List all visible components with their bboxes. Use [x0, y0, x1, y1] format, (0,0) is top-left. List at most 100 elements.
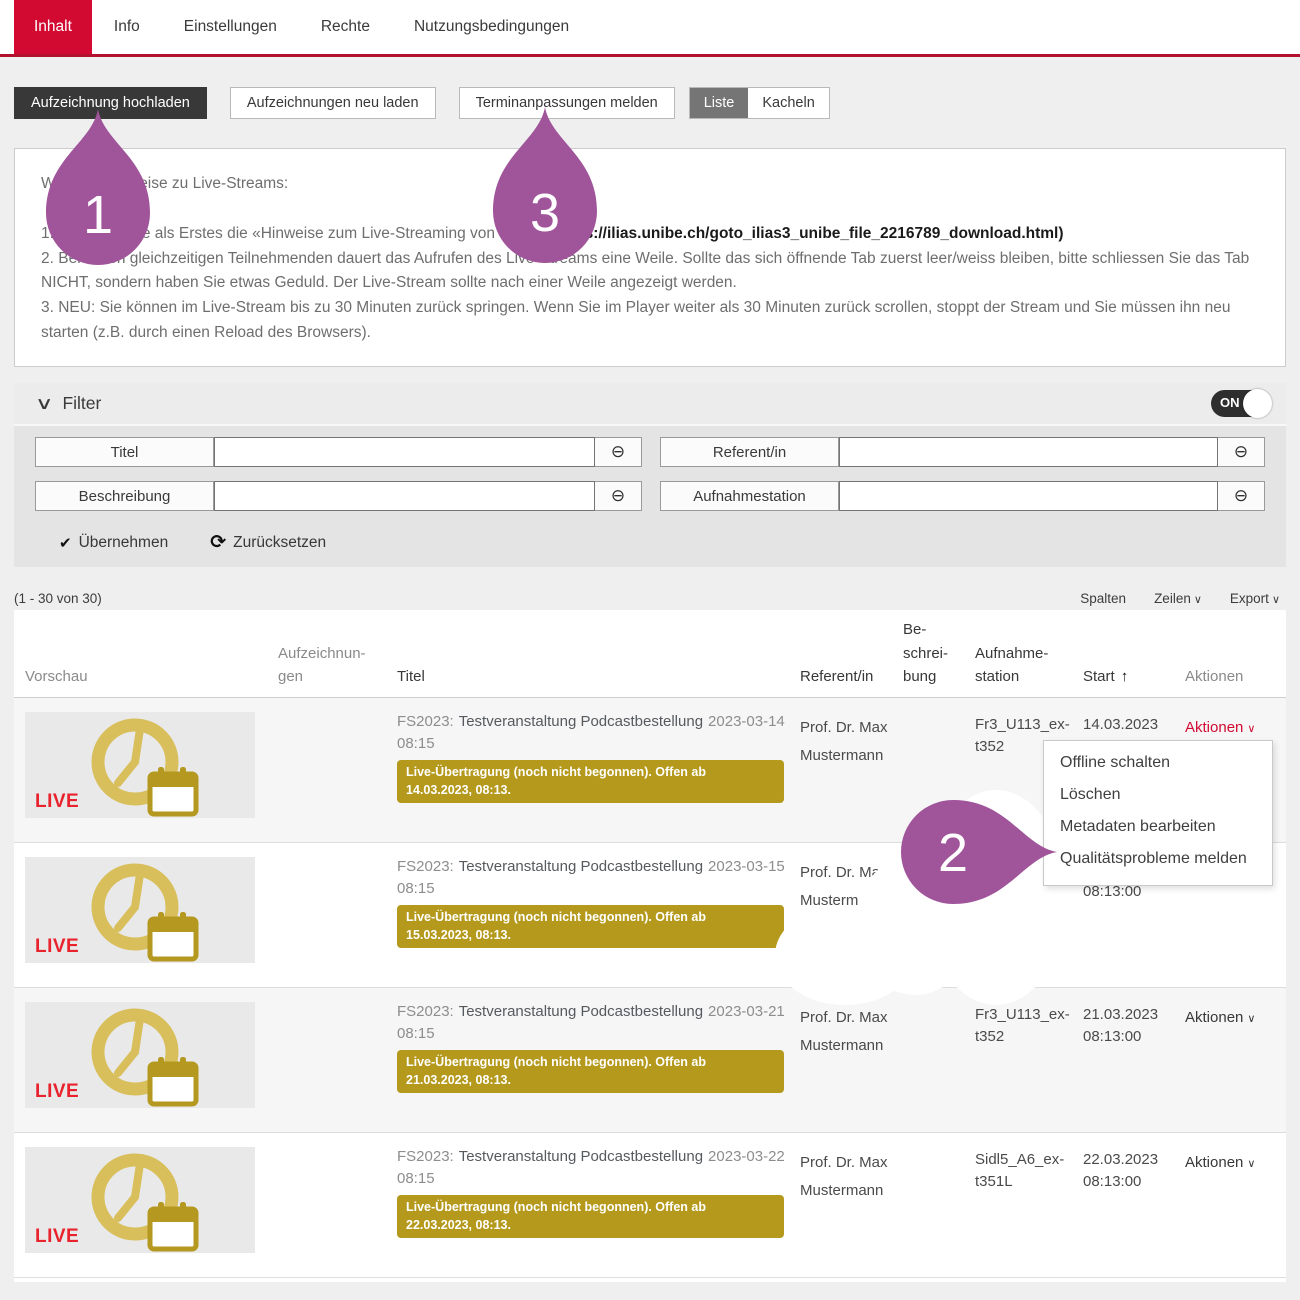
filter-title: Filter — [62, 393, 102, 413]
info-line-3: 3. NEU: Sie können im Live-Stream bis zu… — [41, 299, 1231, 341]
reload-recordings-button[interactable]: Aufzeichnungen neu laden — [229, 87, 436, 119]
filter-label-aufnahmestation: Aufnahmestation — [661, 482, 839, 510]
clock-calendar-icon — [91, 718, 199, 817]
recording-title: FS2023: Testveranstaltung Podcastbestellu… — [397, 1001, 789, 1093]
chevron-down-icon: ∨ — [1247, 1013, 1256, 1025]
tab-info[interactable]: Info — [113, 18, 140, 35]
remove-filter-icon[interactable]: ⊖ — [1233, 486, 1249, 505]
toggle-on-label: ON — [1220, 395, 1240, 410]
menu-item-offline-schalten[interactable]: Offline schalten — [1060, 754, 1170, 771]
menu-item-metadaten-bearbeiten[interactable]: Metadaten bearbeiten — [1060, 818, 1216, 835]
rows-menu[interactable]: Zeilen ∨ — [1154, 590, 1202, 606]
report-schedule-changes-button[interactable]: Terminanpassungen melden — [458, 87, 675, 119]
annotation-marker-2-number: 2 — [937, 823, 969, 883]
col-aufnahmestation[interactable]: Aufnahme- station — [975, 644, 1049, 685]
filter-input-beschreibung[interactable] — [214, 481, 595, 511]
columns-menu[interactable]: Spalten — [1080, 590, 1127, 606]
live-label: LIVE — [35, 1081, 80, 1102]
filter-row-titel: Titel ⊖ — [35, 437, 642, 467]
menu-item-qualitaetsprobleme-melden[interactable]: Qualitätsprobleme melden — [1060, 850, 1247, 867]
clock-calendar-icon — [91, 863, 199, 962]
remove-filter-icon[interactable]: ⊖ — [1233, 442, 1249, 461]
live-label: LIVE — [35, 1226, 80, 1247]
aktionen-dropdown[interactable]: Aktionen∨ — [1185, 719, 1256, 736]
view-list-button[interactable]: Liste — [689, 88, 749, 118]
filter-apply-button[interactable]: ✔ Übernehmen — [59, 533, 169, 552]
col-aktionen: Aktionen — [1185, 667, 1244, 685]
filter-label-beschreibung: Beschreibung — [36, 482, 214, 510]
annotation-marker-1-number: 1 — [82, 185, 114, 245]
filter-row-referent: Referent/in ⊖ — [660, 437, 1265, 467]
info-line-2: 2. Bei vielen gleichzeitigen Teilnehmend… — [41, 249, 1250, 292]
filter-label-titel: Titel — [36, 438, 214, 466]
menu-item-loeschen[interactable]: Löschen — [1060, 786, 1121, 803]
table-row: LIVE FS2023: Testveranstaltung Podcastbes… — [14, 1133, 1286, 1278]
chevron-down-icon: ∨ — [1271, 593, 1280, 606]
start-cell: 21.03.2023 08:13:00 — [1083, 1006, 1159, 1045]
result-range: (1 - 30 von 30) — [14, 590, 102, 606]
tab-bar: Inhalt Info Einstellungen Rechte Nutzung… — [0, 0, 1300, 57]
live-preview-thumbnail[interactable]: LIVE — [25, 857, 255, 963]
chevron-down-icon: ∨ — [1193, 593, 1202, 606]
aktionen-dropdown[interactable]: Aktionen∨ — [1185, 1009, 1256, 1026]
aktionen-dropdown[interactable]: Aktionen∨ — [1185, 1154, 1256, 1171]
tab-einstellungen[interactable]: Einstellungen — [183, 18, 277, 35]
livestream-status-badge: Live-Übertragung (noch nicht begonnen). … — [397, 759, 784, 803]
col-referent[interactable]: Referent/in — [800, 667, 874, 685]
live-label: LIVE — [35, 936, 80, 957]
table-header-row: Vorschau Aufzeichnun- gen Titel Referent… — [14, 610, 1286, 698]
view-tiles-button[interactable]: Kacheln — [762, 95, 815, 111]
col-titel[interactable]: Titel — [397, 667, 425, 685]
start-cell: 22.03.2023 08:13:00 — [1083, 1151, 1159, 1190]
filter-label-referent: Referent/in — [661, 438, 839, 466]
col-beschreibung[interactable]: Be- schrei- bung — [903, 621, 949, 685]
table-row: LIVE FS2023: Testveranstaltung Podcastbes… — [14, 988, 1286, 1133]
info-doc-link[interactable]: (https://ilias.unibe.ch/goto_ilias3_unib… — [550, 224, 1064, 242]
remove-filter-icon[interactable]: ⊖ — [610, 442, 626, 461]
recording-title: FS2023: Testveranstaltung Podcastbestellu… — [397, 1146, 789, 1238]
filter-on-toggle[interactable]: ON — [1211, 389, 1272, 418]
live-label: LIVE — [35, 791, 80, 812]
check-icon: ✔ — [59, 534, 72, 552]
col-aufzeichnungen: Aufzeichnun- gen — [278, 644, 366, 685]
referent-cell: Prof. Dr. Max Mustermann — [800, 1009, 888, 1054]
live-preview-thumbnail[interactable]: LIVE — [25, 1147, 255, 1253]
livestream-status-badge: Live-Übertragung (noch nicht begonnen). … — [397, 904, 784, 948]
toolbar: Aufzeichnung hochladen Aufzeichnungen ne… — [14, 87, 1286, 119]
chevron-down-icon: ∨ — [34, 393, 54, 413]
recording-title: FS2023: Testveranstaltung Podcastbestellu… — [397, 711, 789, 803]
live-preview-thumbnail[interactable]: LIVE — [25, 712, 255, 818]
chevron-down-icon: ∨ — [1247, 1158, 1256, 1170]
station-cell: Fr3_U113_ex- t352 — [975, 716, 1070, 755]
filter-header[interactable]: ∨ Filter ON — [14, 383, 1286, 426]
filter-row-aufnahmestation: Aufnahmestation ⊖ — [660, 481, 1265, 511]
col-start[interactable]: Start ↑ — [1083, 667, 1129, 685]
tab-inhalt[interactable]: Inhalt — [14, 0, 92, 54]
live-preview-thumbnail[interactable]: LIVE — [25, 1002, 255, 1108]
export-menu[interactable]: Export ∨ — [1229, 590, 1280, 606]
recording-title: FS2023: Testveranstaltung Podcastbestellu… — [397, 856, 789, 948]
station-cell: Sidl5_A6_ex- t351L — [975, 1151, 1065, 1190]
clock-calendar-icon — [91, 1008, 199, 1107]
tab-nutzungsbedingungen[interactable]: Nutzungsbedingungen — [413, 18, 570, 35]
view-toggle: Liste Kacheln — [688, 87, 830, 119]
filter-reset-button[interactable]: ⟳ Zurücksetzen — [210, 532, 327, 553]
tab-rechte[interactable]: Rechte — [320, 18, 370, 35]
station-cell: Fr3_U113_ex- t352 — [975, 1006, 1070, 1045]
filter-input-aufnahmestation[interactable] — [839, 481, 1218, 511]
filter-input-referent[interactable] — [839, 437, 1218, 467]
upload-recording-button[interactable]: Aufzeichnung hochladen — [14, 87, 207, 119]
referent-cell: Prof. Dr. Max Mustermann — [800, 719, 888, 764]
info-line-1: 1. Beachten Sie als Erstes die «Hinweise… — [41, 224, 1064, 242]
refresh-icon: ⟳ — [210, 532, 227, 553]
aktionen-context-menu: Offline schalten Löschen Metadaten bearb… — [1043, 740, 1273, 886]
sort-asc-icon: ↑ — [1120, 667, 1129, 685]
livestream-info-box: Wichtige Hinweise zu Live-Streams: 1. Be… — [14, 148, 1286, 367]
clock-calendar-icon — [91, 1153, 199, 1252]
table-meta: (1 - 30 von 30) Spalten Zeilen ∨ Export ∨ — [14, 588, 1286, 608]
remove-filter-icon[interactable]: ⊖ — [610, 486, 626, 505]
livestream-status-badge: Live-Übertragung (noch nicht begonnen). … — [397, 1194, 784, 1238]
filter-row-beschreibung: Beschreibung ⊖ — [35, 481, 642, 511]
filter-panel: ∨ Filter ON Titel ⊖ Referent/in ⊖ Beschr… — [14, 383, 1286, 567]
filter-input-titel[interactable] — [214, 437, 595, 467]
